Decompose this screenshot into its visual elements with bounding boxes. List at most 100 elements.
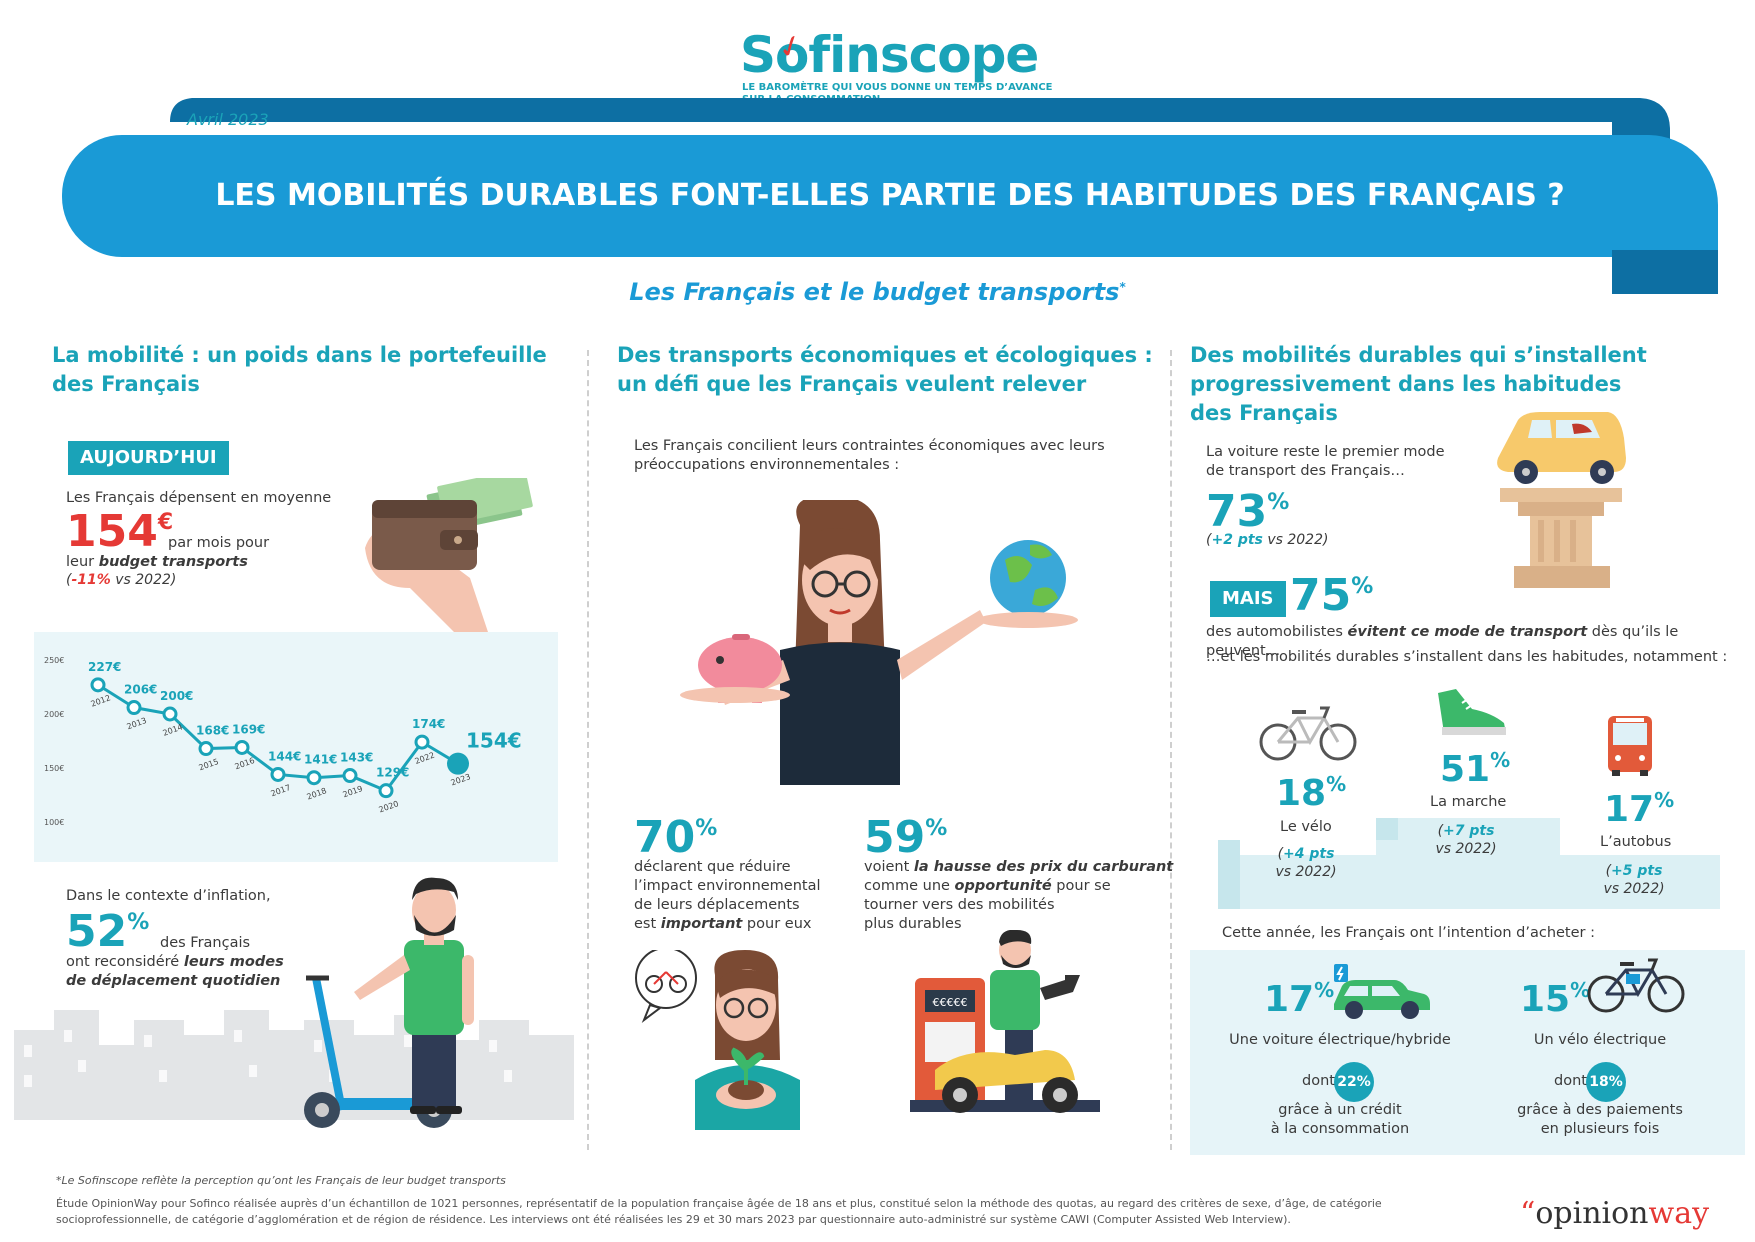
avoid-value: 75% [1290, 570, 1374, 621]
banner-shape [170, 98, 1670, 290]
ebike-label: Un vélo électrique [1533, 1032, 1667, 1048]
inflation-text1: des Français [160, 935, 251, 951]
ev-credit-pill: 22% [1334, 1062, 1374, 1102]
bike-icon [1259, 706, 1357, 761]
spend-change: (-11% vs 2022) [66, 572, 177, 588]
data-point [342, 768, 358, 784]
x-tick-label: 2023 [450, 772, 472, 787]
woman-balance-illustration [680, 500, 1078, 785]
woman-plant-illustration [635, 950, 800, 1130]
habits-text: …et les mobilités durables s’installent … [1206, 649, 1728, 665]
electric-bike-icon [1587, 958, 1685, 1013]
col1-title: La mobilité : un poids dans le portefeui… [52, 343, 547, 396]
data-value-label: 144€ [268, 749, 301, 763]
fuel-pump-illustration: €€€€€ [910, 930, 1100, 1113]
data-value-label: 169€ [232, 722, 265, 736]
today-badge: AUJOURD’HUI [68, 441, 229, 475]
tagline-line1: LE BAROMÈTRE QUI VOUS DONNE UN TEMPS D’A… [742, 82, 1053, 93]
stat1-value: 70% [634, 812, 718, 863]
data-value-label: 129€ [376, 766, 409, 780]
data-value-label: 168€ [196, 724, 229, 738]
ebike-payment-pill: 18% [1586, 1062, 1626, 1102]
data-value-label: 200€ [160, 689, 193, 703]
ebike-value: 15% [1520, 978, 1591, 1020]
velo-value: 18% [1276, 772, 1347, 814]
ev-value: 17% [1264, 978, 1335, 1020]
x-tick-label: 2014 [162, 722, 184, 737]
data-point [378, 783, 394, 799]
data-value-label: 206€ [124, 683, 157, 697]
shoe-icon [1438, 689, 1506, 735]
data-value-label: 227€ [88, 660, 121, 674]
electric-car-icon [1334, 964, 1430, 1019]
footnote: *Le Sofinscope reflète la perception qu’… [56, 1174, 506, 1187]
car-value: 73% [1206, 486, 1290, 537]
budget-line-chart: 250€ 200€ 150€ 100€ 227€ 2012 206€ 2013 200€ 2014… [44, 656, 522, 827]
stat2-value: 59% [864, 812, 948, 863]
bus-label: L’autobus [1600, 834, 1672, 850]
ebike-sub: grâce à des paiements en plusieurs fois [1517, 1102, 1683, 1137]
intent-text: Cette année, les Français ont l’intentio… [1222, 925, 1595, 941]
inflation-text3: de déplacement quotidien [66, 973, 281, 989]
podium-center [1376, 818, 1560, 909]
velo-change: (+4 pts vs 2022) [1275, 846, 1337, 880]
col2-intro: Les Français concilient leurs contrainte… [634, 438, 1105, 473]
spend-intro: Les Français dépensent en moyenne [66, 490, 332, 506]
data-value-label: 174€ [412, 717, 445, 731]
col2-title: Des transports économiques et écologique… [617, 343, 1153, 396]
report-date: Avril 2023 [187, 110, 269, 129]
x-tick-label: 2018 [306, 786, 328, 801]
spend-text1: par mois pour [168, 535, 270, 551]
data-point [447, 752, 469, 775]
y-tick-label: 200€ [44, 710, 64, 719]
wallet-hand-illustration [365, 478, 533, 638]
bus-value: 17% [1604, 788, 1675, 830]
podium-shade-center [1376, 818, 1398, 840]
avoid-text: des automobilistes évitent ce mode de tr… [1206, 624, 1679, 659]
data-point [306, 770, 322, 786]
mais-badge: MAIS [1210, 581, 1286, 617]
y-tick-label: 100€ [44, 818, 64, 827]
x-tick-label: 2020 [378, 799, 400, 814]
title-banner [62, 135, 1718, 257]
y-tick-label: 250€ [44, 656, 64, 665]
data-point [90, 677, 106, 693]
velo-label: Le vélo [1280, 819, 1332, 835]
inflation-text2: ont reconsidéré leurs modes [66, 954, 284, 970]
sofinscope-logo: Sofinscope ✓ [740, 26, 1039, 84]
col3-title: Des mobilités durables qui s’installent … [1190, 343, 1647, 425]
bus-change: (+5 pts vs 2022) [1603, 863, 1665, 897]
x-tick-label: 2015 [198, 757, 220, 772]
x-tick-label: 2013 [126, 716, 148, 731]
marche-label: La marche [1430, 794, 1507, 810]
data-point [126, 700, 142, 716]
x-tick-label: 2016 [234, 756, 256, 771]
data-value-label: 154€ [466, 729, 522, 753]
ebike-dont: dont [1554, 1073, 1587, 1089]
ev-sub: grâce à un crédit à la consommation [1270, 1102, 1410, 1137]
bus-icon [1608, 716, 1652, 776]
x-tick-label: 2012 [90, 693, 112, 708]
x-tick-label: 2019 [342, 784, 364, 799]
data-point [414, 734, 430, 750]
car-intro: La voiture reste le premier mode de tran… [1206, 444, 1445, 479]
stat1-text: déclarent que réduire l’impact environne… [634, 859, 821, 932]
opinionway-logo: “opinionway [1520, 1196, 1710, 1231]
budget-chart-background [34, 632, 558, 862]
car-change: (+2 pts vs 2022) [1206, 532, 1329, 548]
column-divider-1 [587, 350, 589, 1150]
data-point [162, 706, 178, 722]
podium-shade-left [1218, 840, 1240, 909]
ev-dont: dont [1302, 1073, 1335, 1089]
y-tick-label: 150€ [44, 764, 64, 773]
spend-text2: leur budget transports [66, 554, 248, 570]
inflation-intro: Dans le contexte d’inflation, [66, 888, 271, 904]
data-point [198, 741, 214, 757]
data-point [234, 739, 250, 755]
marche-change: (+7 pts vs 2022) [1435, 823, 1497, 857]
stat2-text: voient la hausse des prix du carburant c… [864, 859, 1174, 932]
car-pedestal-illustration [1497, 412, 1626, 588]
ev-label: Une voiture électrique/hybride [1229, 1032, 1451, 1048]
x-tick-label: 2022 [414, 751, 436, 766]
data-point [270, 766, 286, 782]
